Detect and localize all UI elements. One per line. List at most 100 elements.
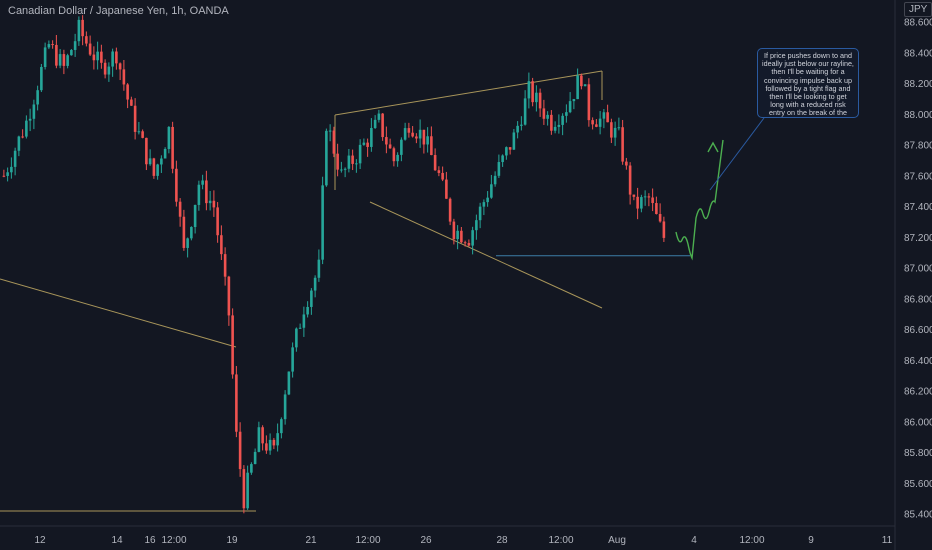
candle-body — [32, 104, 36, 119]
candle-body — [17, 136, 21, 151]
candle-body — [508, 147, 512, 150]
time-tick-label: 11 — [882, 535, 893, 546]
candle-body — [268, 439, 272, 451]
symbol-title[interactable]: Canadian Dollar / Japanese Yen, 1h, OAND… — [8, 5, 229, 17]
candle-body — [145, 137, 148, 165]
price-axis[interactable]: 88.600 88.400 88.200 88.000 87.800 87.600 87.4… — [904, 18, 932, 521]
candle-body — [538, 92, 542, 109]
candle-body — [557, 124, 561, 127]
candle-body — [182, 216, 186, 248]
candle-body — [403, 128, 407, 140]
candle-body — [197, 184, 201, 205]
price-tick-label: 87.400 — [904, 202, 932, 213]
wedge-lower-line — [369, 201, 603, 309]
time-tick-label: 21 — [305, 535, 317, 546]
candle-body — [437, 170, 441, 173]
candle-body — [591, 120, 594, 125]
candle-body — [227, 276, 231, 316]
time-tick-label: 12:00 — [739, 535, 764, 546]
candle-body — [276, 433, 279, 446]
projection-layer — [675, 117, 765, 261]
price-tick-label: 85.400 — [904, 510, 932, 521]
candle-body — [351, 155, 354, 164]
candle-body — [482, 202, 486, 207]
candle-body — [212, 200, 216, 208]
candle-body — [223, 254, 227, 277]
currency-badge[interactable]: JPY — [904, 2, 932, 17]
candle-body — [257, 427, 261, 452]
time-tick-label: Aug — [608, 535, 626, 546]
candle-body — [576, 75, 579, 100]
candle-body — [250, 464, 253, 473]
candle-body — [568, 101, 572, 113]
time-tick-label: 16 — [144, 535, 156, 546]
candle-body — [190, 227, 193, 239]
candle-body — [643, 196, 647, 198]
candle-body — [531, 81, 534, 103]
candle-body — [220, 235, 223, 255]
candle-body — [148, 158, 152, 165]
candle-body — [430, 136, 433, 156]
candle-body — [407, 128, 411, 133]
annotation-callout[interactable]: If price pushes down to and ideally just… — [757, 48, 859, 118]
candle-body — [381, 113, 384, 138]
candle-body — [606, 112, 609, 123]
candle-body — [478, 206, 482, 221]
candle-body — [51, 44, 54, 46]
candle-body — [208, 200, 212, 204]
candle-body — [572, 99, 576, 102]
candle-body — [467, 242, 471, 246]
candle-body — [253, 451, 257, 465]
candle-body — [291, 347, 294, 372]
candle-body — [100, 51, 103, 63]
wedge-upper-line — [334, 70, 603, 116]
candle-body — [10, 166, 13, 173]
candle-body — [81, 19, 84, 37]
candle-body — [43, 47, 47, 67]
candle-body — [662, 221, 666, 238]
time-axis[interactable]: 12 14 16 12:00 19 21 12:00 26 28 12:00 Aug 4 12:00 9 1… — [34, 535, 892, 546]
candle-body — [415, 136, 418, 139]
time-tick-label: 12:00 — [548, 535, 573, 546]
price-tick-label: 85.800 — [904, 448, 932, 459]
candle-body — [295, 328, 298, 348]
candle-body — [426, 136, 429, 145]
candle-body — [73, 41, 77, 50]
candle-body — [610, 122, 613, 138]
candle-body — [92, 54, 96, 61]
candles-layer — [2, 15, 666, 514]
candle-body — [321, 185, 324, 260]
candle-body — [475, 220, 478, 231]
candle-body — [553, 126, 557, 131]
candle-body — [40, 66, 43, 91]
candle-body — [332, 130, 336, 154]
candle-body — [115, 51, 118, 64]
candle-body — [88, 43, 92, 55]
candle-body — [201, 180, 204, 185]
candle-body — [246, 472, 249, 509]
time-tick-label: 4 — [691, 535, 697, 546]
candle-body — [358, 144, 362, 164]
price-tick-label: 87.200 — [904, 233, 932, 244]
candle-body — [167, 126, 171, 149]
candle-body — [396, 154, 399, 162]
time-tick-label: 26 — [420, 535, 432, 546]
candle-body — [265, 443, 268, 451]
candle-body — [651, 197, 654, 204]
candle-body — [6, 172, 9, 176]
candle-body — [433, 155, 437, 171]
candle-body — [317, 259, 321, 278]
candle-body — [152, 158, 156, 176]
candle-body — [640, 197, 643, 209]
candle-body — [111, 51, 114, 67]
candle-body — [565, 112, 568, 116]
candle-body — [47, 44, 51, 48]
candle-body — [366, 142, 369, 147]
candle-body — [55, 44, 58, 66]
candle-body — [287, 371, 291, 395]
price-tick-label: 86.400 — [904, 356, 932, 367]
time-tick-label: 12:00 — [355, 535, 380, 546]
candle-body — [130, 99, 133, 106]
candle-body — [175, 168, 178, 202]
price-tick-label: 88.400 — [904, 48, 932, 59]
